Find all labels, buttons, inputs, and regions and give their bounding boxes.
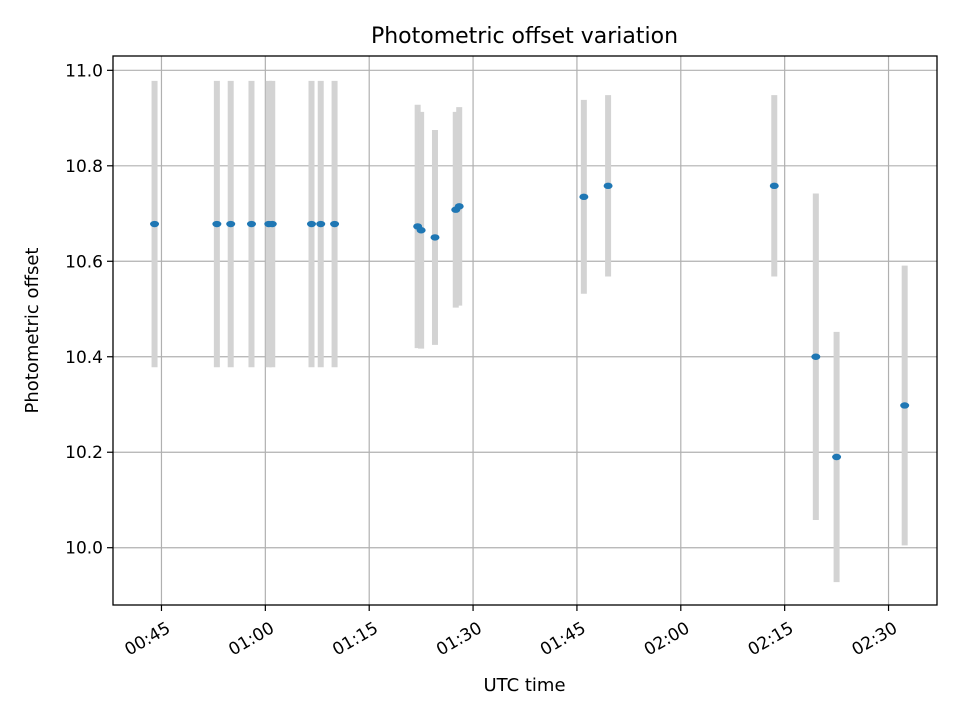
x-tick-label: 00:45 [122,618,174,660]
y-tick-label: 10.8 [65,157,103,177]
data-point [603,182,613,190]
y-tick-label: 11.0 [65,61,103,81]
data-point [212,220,222,228]
y-tick-label: 10.2 [65,443,103,463]
data-points [150,182,910,461]
data-point [579,193,589,201]
data-point [769,182,779,190]
plot-frame [112,55,938,606]
x-axis-ticks: 00:45 01:00 01:15 01:30 01:45 02:00 02:15 02:30 [122,605,901,660]
x-tick-label: 02:00 [641,618,693,660]
chart-title: Photometric offset variation [371,24,678,49]
data-point [832,453,842,461]
data-point [900,402,910,409]
data-point [454,203,464,210]
error-bars [151,80,908,583]
data-point [316,220,326,228]
data-point [226,220,236,228]
data-point [246,220,256,228]
x-tick-label: 01:30 [433,618,485,660]
y-tick-label: 10.0 [65,539,103,559]
y-tick-label: 10.4 [65,348,103,368]
x-axis-label: UTC time [483,675,565,696]
data-point [330,220,340,228]
x-tick-label: 01:15 [329,618,381,660]
x-tick-label: 01:45 [537,618,589,660]
data-point [430,234,440,241]
x-tick-label: 02:30 [849,618,901,660]
y-tick-label: 10.6 [65,252,103,272]
x-tick-label: 01:00 [225,618,277,660]
x-tick-label: 02:15 [745,618,797,660]
data-point [416,227,426,234]
x-gridlines [160,56,890,605]
data-point [306,220,316,228]
data-point [811,353,821,360]
y-axis-ticks: 10.0 10.2 10.4 10.6 10.8 11.0 [65,61,113,559]
data-point [267,220,277,228]
data-point [150,220,160,228]
y-axis-label: Photometric offset [22,248,43,414]
